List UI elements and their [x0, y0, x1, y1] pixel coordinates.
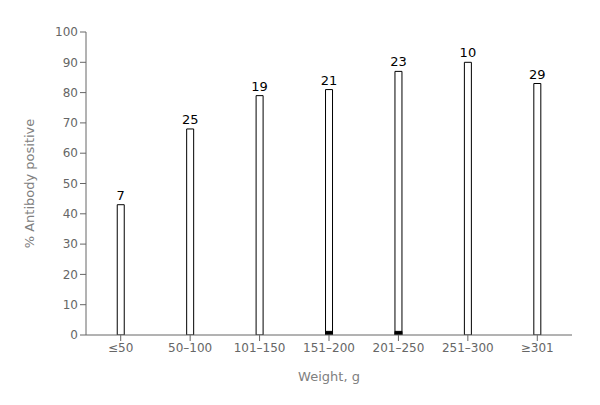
svg-text:40: 40: [63, 207, 78, 221]
svg-text:20: 20: [63, 268, 78, 282]
svg-text:251–300: 251–300: [442, 341, 494, 355]
svg-text:19: 19: [251, 79, 268, 94]
svg-text:10: 10: [63, 298, 78, 312]
svg-text:Weight, g: Weight, g: [298, 369, 360, 384]
svg-text:80: 80: [63, 86, 78, 100]
svg-text:% Antibody positive: % Antibody positive: [22, 119, 37, 249]
svg-text:≤50: ≤50: [108, 341, 133, 355]
svg-text:10: 10: [460, 45, 477, 60]
svg-text:≥301: ≥301: [521, 341, 554, 355]
svg-text:29: 29: [529, 67, 546, 82]
svg-text:25: 25: [182, 112, 199, 127]
svg-text:0: 0: [70, 328, 78, 342]
svg-text:100: 100: [55, 25, 78, 39]
svg-text:101–150: 101–150: [234, 341, 286, 355]
svg-text:151–200: 151–200: [303, 341, 355, 355]
svg-text:50: 50: [63, 177, 78, 191]
svg-text:30: 30: [63, 237, 78, 251]
svg-text:90: 90: [63, 56, 78, 70]
svg-text:23: 23: [390, 54, 407, 69]
svg-text:50–100: 50–100: [168, 341, 212, 355]
svg-text:7: 7: [117, 188, 125, 203]
svg-text:70: 70: [63, 116, 78, 130]
svg-text:201–250: 201–250: [373, 341, 425, 355]
svg-text:60: 60: [63, 146, 78, 160]
svg-text:21: 21: [321, 73, 338, 88]
